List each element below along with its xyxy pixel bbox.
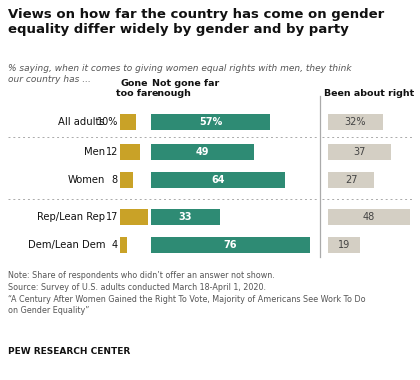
Bar [151, 144, 254, 160]
Bar [120, 209, 148, 225]
Text: 37: 37 [353, 147, 366, 157]
Text: 49: 49 [195, 147, 209, 157]
Text: Been about right: Been about right [324, 89, 414, 98]
Text: Not gone far
enough: Not gone far enough [152, 79, 219, 98]
Text: Views on how far the country has come on gender
equality differ widely by gender: Views on how far the country has come on… [8, 8, 384, 36]
Text: PEW RESEARCH CENTER: PEW RESEARCH CENTER [8, 347, 130, 356]
Text: 12: 12 [105, 147, 118, 157]
Bar [151, 237, 310, 253]
Bar [151, 114, 270, 130]
Text: 76: 76 [224, 240, 237, 250]
Text: Rep/Lean Rep: Rep/Lean Rep [37, 212, 105, 222]
Text: Dem/Lean Dem: Dem/Lean Dem [27, 240, 105, 250]
Text: Women: Women [68, 175, 105, 185]
Bar [328, 237, 360, 253]
Bar [328, 114, 383, 130]
Text: 10%: 10% [97, 117, 118, 127]
Text: 19: 19 [338, 240, 350, 250]
Text: 57%: 57% [199, 117, 222, 127]
Bar [120, 172, 133, 188]
Text: 32%: 32% [344, 117, 366, 127]
Bar [151, 209, 220, 225]
Text: % saying, when it comes to giving women equal rights with men, they think
our co: % saying, when it comes to giving women … [8, 64, 352, 84]
Text: 64: 64 [211, 175, 225, 185]
Bar [151, 172, 285, 188]
Bar [328, 172, 374, 188]
Text: Men: Men [84, 147, 105, 157]
Text: 27: 27 [345, 175, 357, 185]
Bar [328, 209, 410, 225]
Text: 17: 17 [105, 212, 118, 222]
Text: 33: 33 [179, 212, 192, 222]
Text: 48: 48 [363, 212, 375, 222]
Text: Gone
too far: Gone too far [116, 79, 152, 98]
Text: All adults: All adults [58, 117, 105, 127]
Text: 4: 4 [112, 240, 118, 250]
Text: 8: 8 [112, 175, 118, 185]
Bar [328, 144, 391, 160]
Bar [120, 237, 126, 253]
Text: Note: Share of respondents who didn’t offer an answer not shown.
Source: Survey : Note: Share of respondents who didn’t of… [8, 271, 366, 315]
Bar [120, 114, 136, 130]
Bar [120, 144, 140, 160]
